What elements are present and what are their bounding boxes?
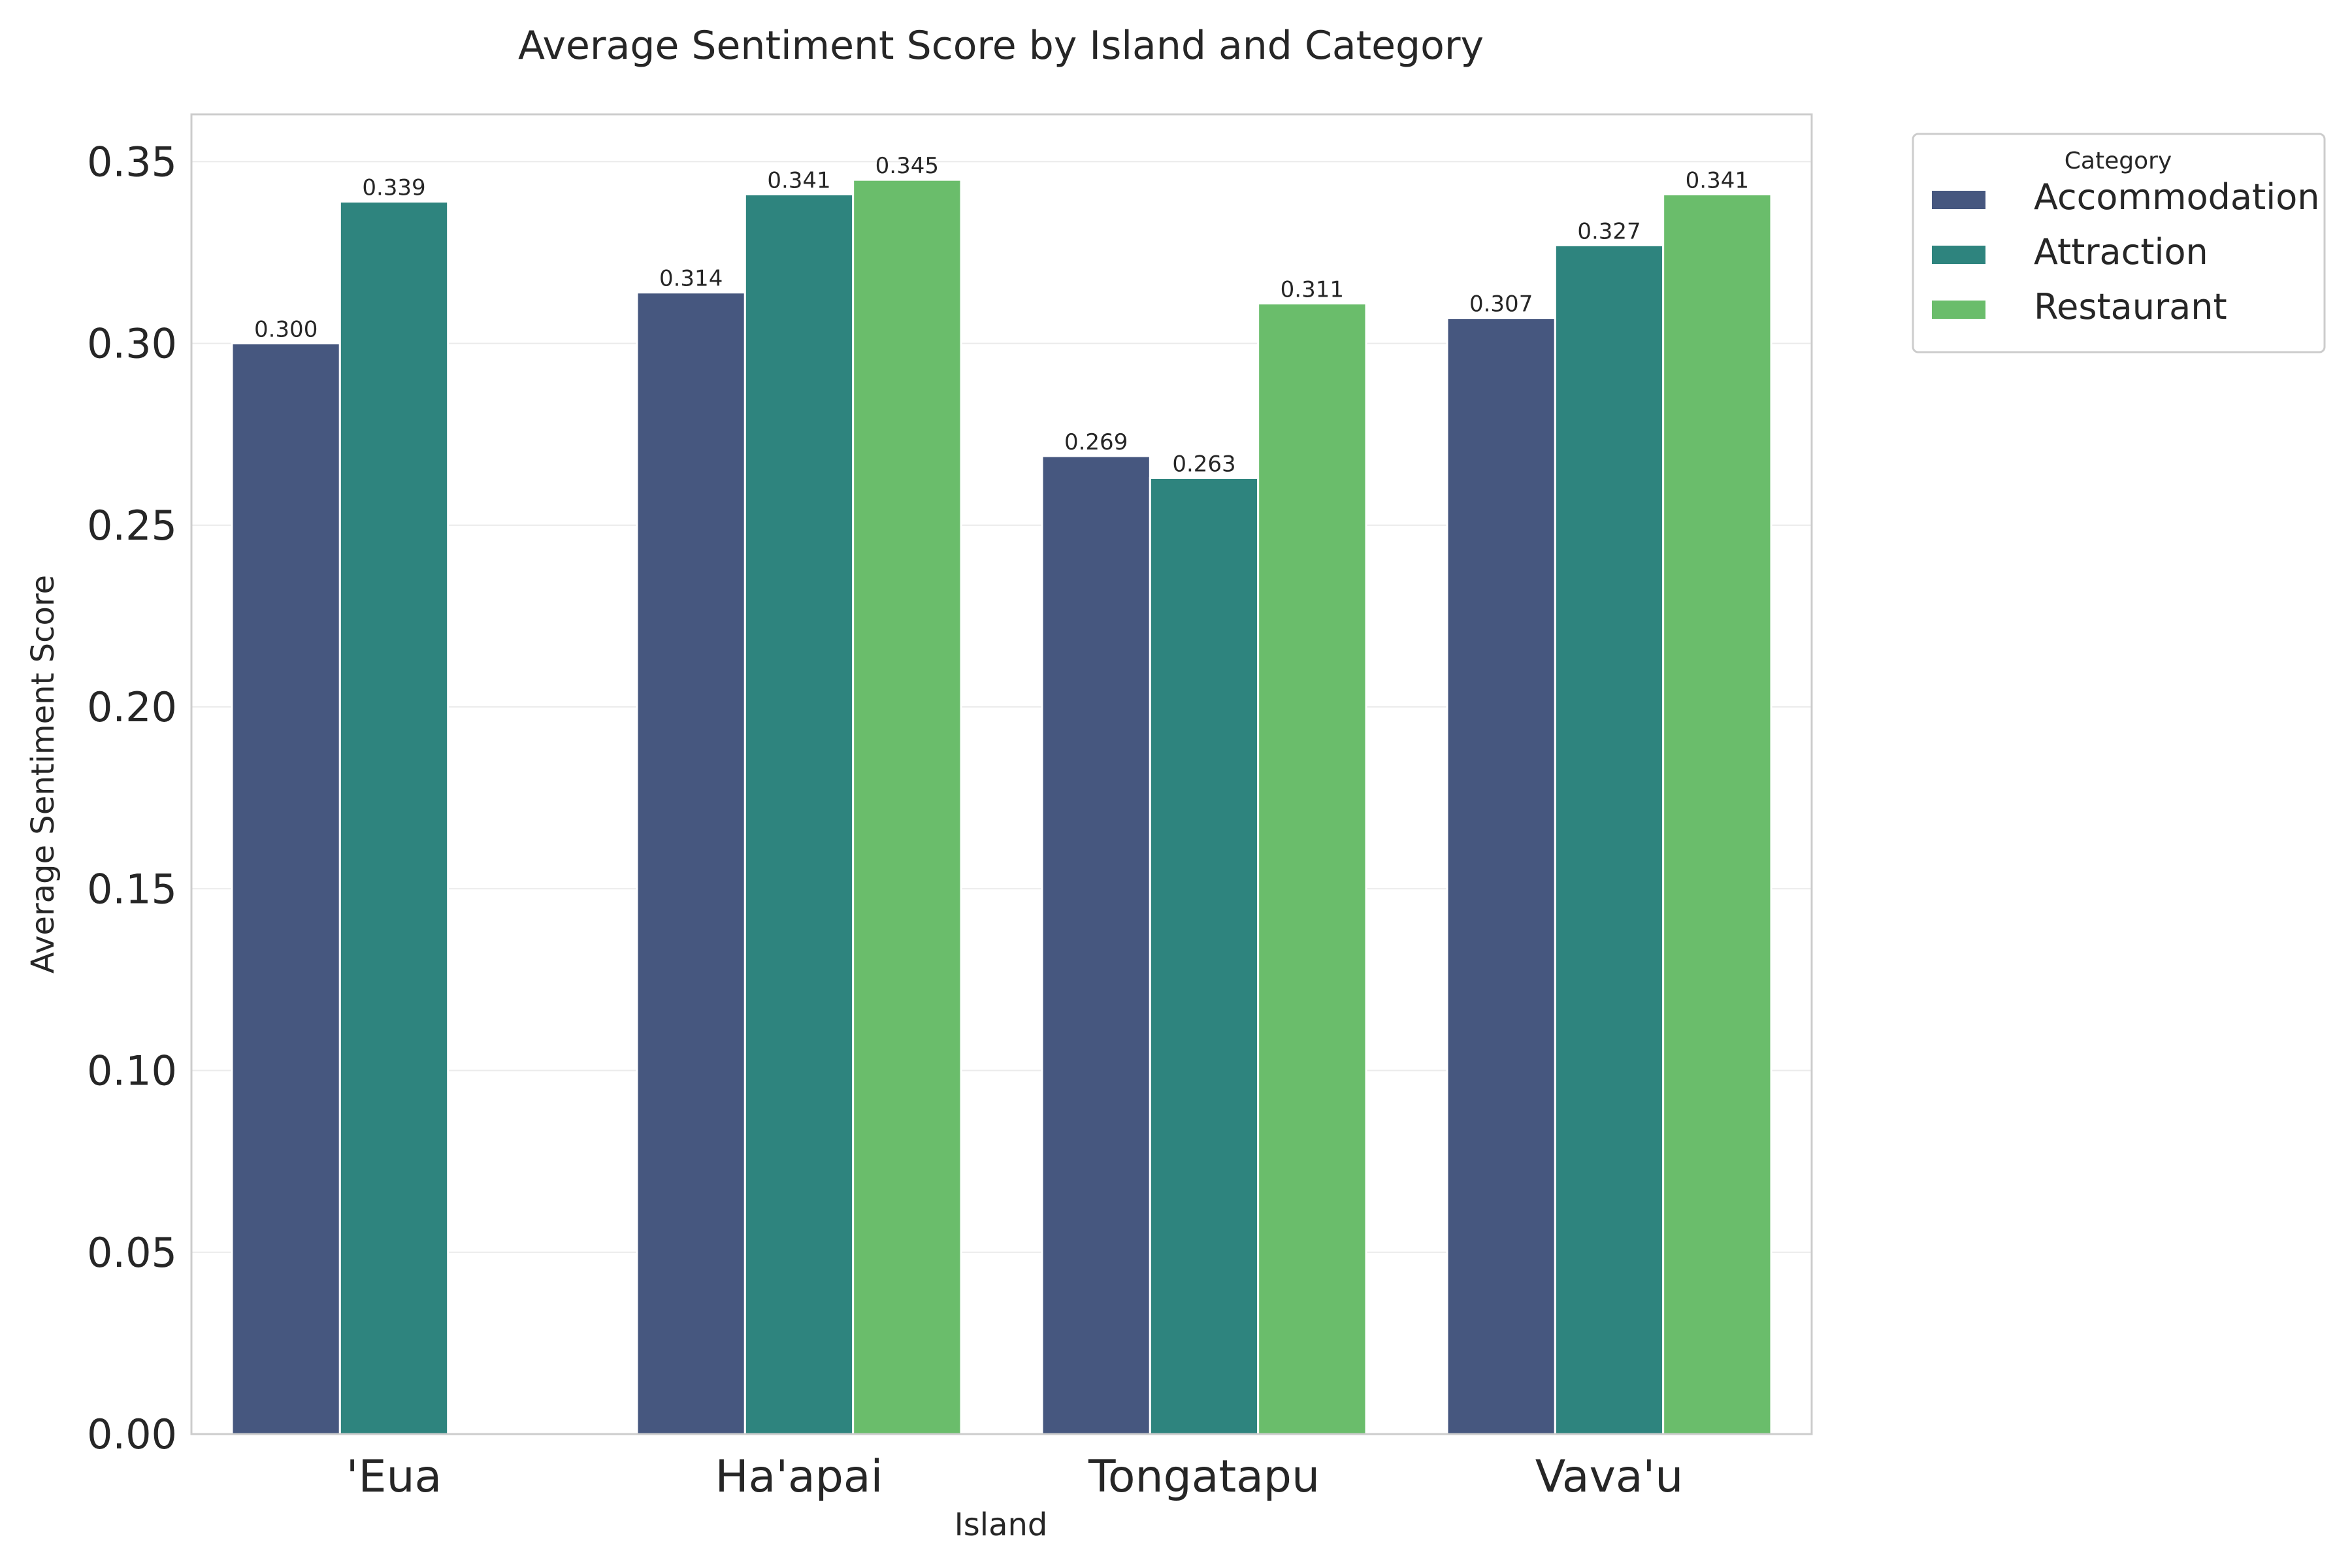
legend-entry-label: Restaurant — [2034, 286, 2227, 327]
legend-entry-label: Accommodation — [2034, 176, 2319, 218]
x-tick-label: Tongatapu — [1088, 1451, 1320, 1503]
bar-value-labels: 0.300 0.339 0.314 0.341 0.345 0.269 0.263 0.311… — [254, 153, 1749, 477]
bars — [231, 178, 1772, 1435]
bar-value-label: 0.345 — [875, 153, 939, 179]
y-tick-label: 0.00 — [87, 1411, 177, 1458]
bar — [1041, 455, 1151, 1435]
bar-value-label: 0.307 — [1469, 291, 1533, 318]
bar — [1446, 317, 1556, 1435]
bar-value-label: 0.327 — [1577, 218, 1641, 244]
bar-value-label: 0.339 — [362, 175, 425, 201]
y-tick-label: 0.15 — [87, 865, 177, 913]
bar — [1149, 476, 1260, 1435]
x-axis-label: Island — [955, 1507, 1048, 1543]
legend: Category Accommodation Attraction Restaura… — [1912, 133, 2326, 353]
bar — [852, 178, 962, 1435]
y-axis-label: Average Sentiment Score — [25, 575, 61, 973]
legend-swatch — [1932, 301, 1985, 319]
bar — [1257, 302, 1367, 1435]
bar — [338, 201, 449, 1435]
y-tick-label: 0.25 — [87, 502, 177, 549]
y-tick-label: 0.10 — [87, 1047, 177, 1095]
legend-swatch — [1932, 191, 1985, 209]
y-tick-label: 0.05 — [87, 1229, 177, 1277]
y-axis-ticks: 0.00 0.05 0.10 0.15 0.20 0.25 0.30 0.35 — [87, 138, 177, 1458]
x-tick-label: Ha'apai — [715, 1451, 883, 1503]
bar — [636, 291, 746, 1435]
chart-title: Average Sentiment Score by Island and Ca… — [518, 23, 1484, 69]
legend-items: Accommodation Attraction Restaurant — [1932, 176, 2319, 327]
y-tick-label: 0.30 — [87, 320, 177, 368]
x-axis-ticks: 'Eua Ha'apai Tongatapu Vava'u — [346, 1451, 1684, 1503]
bar-value-label: 0.311 — [1281, 276, 1344, 302]
bar-value-label: 0.263 — [1172, 451, 1235, 477]
bar-value-label: 0.314 — [659, 266, 723, 292]
bar — [231, 342, 341, 1435]
bar-value-label: 0.269 — [1064, 429, 1128, 455]
legend-swatch — [1932, 246, 1985, 264]
legend-title: Category — [2065, 148, 2172, 174]
bar-value-label: 0.341 — [1686, 167, 1749, 193]
bar — [743, 193, 855, 1435]
y-tick-label: 0.35 — [87, 138, 177, 186]
y-tick-label: 0.20 — [87, 683, 177, 731]
bar-value-label: 0.341 — [767, 167, 830, 193]
legend-frame — [1912, 133, 2326, 353]
x-tick-label: Vava'u — [1535, 1451, 1684, 1503]
bar — [1554, 244, 1665, 1435]
legend-entry-label: Attraction — [2034, 231, 2208, 272]
bar — [1662, 193, 1772, 1435]
bar-value-label: 0.300 — [254, 317, 318, 343]
x-tick-label: 'Eua — [346, 1451, 442, 1503]
plot-area-frame — [190, 113, 1813, 1435]
